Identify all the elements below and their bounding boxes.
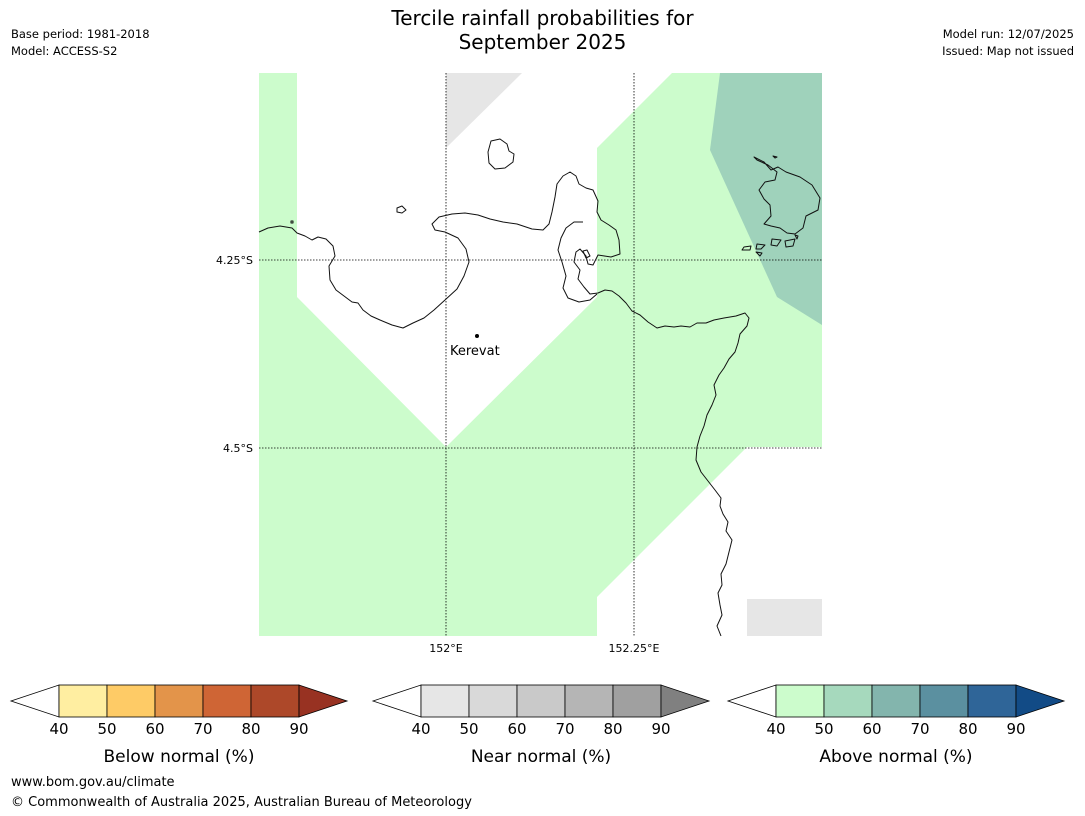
colorbar-segment — [250, 684, 300, 718]
colorbar-label: Below normal (%) — [104, 747, 255, 767]
colorbar-segment — [871, 684, 921, 718]
colorbars: 40 50 60 70 80 90 Below normal (%) 40 50 60 70 80 90… — [9, 684, 1066, 767]
graticule — [259, 73, 822, 636]
coastline-main — [258, 171, 750, 637]
coastline-rabaul-peninsula — [557, 221, 598, 303]
islet-bay — [582, 249, 591, 259]
colorbar-segment — [420, 684, 470, 718]
near-normal-region-north — [446, 73, 522, 148]
colorbar-segment — [468, 684, 518, 718]
near-normal-region-southeast — [747, 599, 822, 636]
colorbar-tick-label: 60 — [145, 720, 164, 738]
colorbar-extend-low — [9, 684, 60, 718]
issued-status: Issued: Map not issued — [942, 44, 1074, 58]
lon-label-152-25e: 152.25°E — [609, 642, 660, 655]
colorbar-segment — [967, 684, 1017, 718]
colorbar-tick-label: 70 — [193, 720, 212, 738]
kerevat-marker — [475, 334, 479, 338]
colorbar-tick-label: 90 — [651, 720, 670, 738]
colorbar-segment — [564, 684, 614, 718]
duke-of-york-islets — [741, 155, 799, 257]
colorbar-tick-label: 50 — [459, 720, 478, 738]
colorbar-segment — [919, 684, 969, 718]
run-info-right: Model run: 12/07/2025 Issued: Map not is… — [942, 26, 1074, 60]
colorbar-segment — [516, 684, 566, 718]
colorbar-tick-label: 60 — [862, 720, 881, 738]
island-small-west — [396, 205, 407, 214]
colorbar-segment — [106, 684, 156, 718]
colorbar-tick-label: 80 — [603, 720, 622, 738]
above-normal-50-60-region — [710, 73, 822, 325]
colorbar-tick-label: 60 — [507, 720, 526, 738]
colorbar-extend-low — [726, 684, 777, 718]
colorbar-label: Near normal (%) — [471, 747, 611, 767]
lat-label-4-25s: 4.25°S — [216, 254, 253, 267]
colorbar-tick-label: 50 — [814, 720, 833, 738]
colorbar-label: Above normal (%) — [819, 747, 972, 767]
colorbar-tick-label: 80 — [241, 720, 260, 738]
colorbar-tick-label: 90 — [1006, 720, 1025, 738]
colorbar-segment — [58, 684, 108, 718]
colorbar-extend-low — [371, 684, 422, 718]
islet-west — [290, 220, 294, 224]
colorbar-extend-high — [660, 684, 711, 718]
colorbar-3: 40 50 60 70 80 90 Above normal (%) — [726, 684, 1066, 767]
coastline — [258, 138, 821, 637]
island-north — [487, 138, 515, 170]
colorbar-segment — [775, 684, 825, 718]
above-normal-40-50-region — [259, 73, 822, 636]
colorbar-1: 40 50 60 70 80 90 Below normal (%) — [9, 684, 349, 767]
footer-copyright: © Commonwealth of Australia 2025, Austra… — [11, 795, 472, 810]
place-label-kerevat: Kerevat — [450, 344, 500, 359]
colorbar-2: 40 50 60 70 80 90 Near normal (%) — [371, 684, 711, 767]
colorbar-tick-label: 40 — [49, 720, 68, 738]
colorbar-segment — [612, 684, 662, 718]
colorbar-tick-label: 50 — [97, 720, 116, 738]
colorbar-tick-label: 90 — [289, 720, 308, 738]
colorbar-tick-label: 70 — [555, 720, 574, 738]
colorbar-tick-label: 80 — [958, 720, 977, 738]
colorbar-extend-high — [1015, 684, 1066, 718]
base-period: Base period: 1981-2018 — [11, 27, 150, 41]
run-info-left: Base period: 1981-2018 Model: ACCESS-S2 — [11, 26, 150, 60]
colorbar-segment — [823, 684, 873, 718]
colorbar-tick-label: 40 — [411, 720, 430, 738]
lon-label-152e: 152°E — [429, 642, 462, 655]
model-name: Model: ACCESS-S2 — [11, 44, 118, 58]
title-line-2: September 2025 — [458, 30, 627, 54]
title-line-1: Tercile rainfall probabilities for — [391, 6, 694, 30]
map-title: Tercile rainfall probabilities for Septe… — [0, 6, 1085, 54]
lat-label-4-5s: 4.5°S — [223, 442, 253, 455]
footer-url: www.bom.gov.au/climate — [11, 775, 175, 790]
colorbar-tick-label: 70 — [910, 720, 929, 738]
colorbar-segment — [202, 684, 252, 718]
duke-of-york-islands — [753, 156, 821, 235]
colorbar-segment — [154, 684, 204, 718]
colorbar-tick-label: 40 — [766, 720, 785, 738]
model-run: Model run: 12/07/2025 — [942, 27, 1074, 41]
colorbar-extend-high — [298, 684, 349, 718]
